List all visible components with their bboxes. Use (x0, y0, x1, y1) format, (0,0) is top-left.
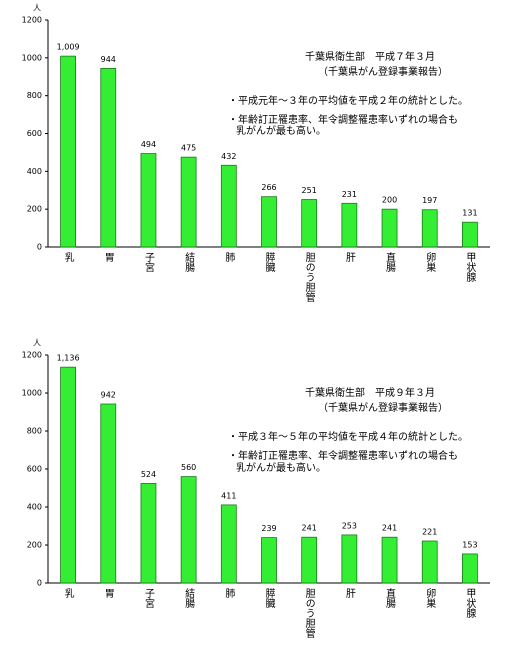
x-tick-label: 胃 (102, 588, 113, 599)
bar (60, 55, 76, 248)
bar (140, 153, 157, 248)
y-tick-label: 600 (27, 465, 42, 474)
value-label: 1,136 (57, 354, 80, 363)
y-tick-label: 1000 (22, 53, 42, 62)
y-tick-label: 600 (27, 129, 42, 138)
x-tick-label: 子宮 (142, 588, 154, 609)
value-label: 560 (181, 463, 196, 472)
value-label: 231 (342, 190, 357, 199)
bar (421, 540, 438, 584)
bar (462, 553, 478, 584)
x-tick-label: 子宮 (142, 252, 154, 273)
x-tick-label: 胆のう胆管 (303, 252, 315, 303)
value-label: 253 (342, 521, 357, 530)
value-label: 251 (302, 186, 317, 195)
y-tick-label: 400 (27, 167, 42, 176)
value-label: 239 (261, 524, 276, 533)
value-label: 241 (382, 524, 397, 533)
x-tick-label: 膵臓 (263, 252, 275, 273)
annotation: （千葉県がん登録事業報告） (318, 65, 448, 78)
value-label: 131 (462, 209, 477, 218)
y-tick-label: 1000 (22, 389, 42, 398)
annotation: （千葉県がん登録事業報告） (318, 401, 448, 414)
x-tick-label: 卵巣 (424, 252, 436, 273)
x-tick-label: 肺 (223, 252, 235, 263)
bar (261, 537, 277, 584)
annotation: ・平成元年～３年の平均値を平成２年の統計とした。 (228, 94, 468, 107)
value-label: 1,009 (57, 43, 80, 52)
value-label: 266 (261, 183, 276, 192)
bar (341, 202, 358, 248)
bar (341, 534, 358, 584)
value-label: 153 (462, 540, 477, 549)
x-tick-label: 膵臓 (263, 588, 275, 609)
bar (301, 199, 318, 248)
bar (140, 483, 157, 584)
annotation: 千葉県衛生部 平成７年３月 (305, 50, 435, 63)
annotation: 乳がんが最も高い。 (236, 461, 326, 474)
bar (180, 476, 197, 584)
x-tick-label: 結腸 (183, 587, 195, 609)
value-label: 432 (221, 152, 236, 161)
bar (261, 196, 277, 248)
bar (180, 156, 197, 248)
value-label: 524 (141, 470, 156, 479)
y-tick-label: 800 (27, 427, 42, 436)
x-tick-label: 胆のう胆管 (303, 588, 315, 639)
bar (381, 208, 398, 248)
value-label: 944 (101, 55, 116, 64)
y-axis-label: 人 (33, 4, 41, 13)
bar (60, 366, 76, 584)
annotation: 千葉県衛生部 平成９年３月 (305, 386, 435, 399)
bar (462, 221, 478, 248)
value-label: 221 (422, 528, 437, 537)
value-label: 197 (422, 196, 437, 205)
bar (100, 68, 117, 248)
y-tick-label: 200 (27, 541, 42, 550)
y-tick-label: 0 (37, 579, 42, 588)
x-tick-label: 肺 (223, 588, 235, 599)
x-tick-label: 甲状腺 (464, 588, 476, 619)
bar (220, 164, 237, 248)
x-tick-label: 肝 (343, 588, 355, 599)
x-tick-label: 卵巣 (424, 588, 436, 609)
x-tick-label: 乳 (62, 587, 74, 598)
bar (100, 403, 117, 584)
x-tick-label: 直腸 (384, 251, 396, 273)
value-label: 200 (382, 196, 397, 205)
bar (381, 536, 398, 584)
y-tick-label: 200 (27, 205, 42, 214)
value-label: 942 (101, 391, 116, 400)
y-tick-label: 800 (27, 91, 42, 100)
annotation: ・平成３年～５年の平均値を平成４年の統計とした。 (228, 430, 468, 443)
bar (220, 504, 237, 584)
annotation: ・年齢訂正罹患率、年令調整罹患率いずれの場合も (228, 113, 458, 126)
y-tick-label: 400 (27, 503, 42, 512)
x-tick-label: 乳 (62, 251, 74, 262)
annotation: ・年齢訂正罹患率、年令調整罹患率いずれの場合も (228, 449, 458, 462)
x-tick-label: 直腸 (384, 587, 396, 609)
x-tick-label: 胃 (102, 252, 113, 263)
x-tick-label: 結腸 (183, 251, 195, 273)
y-tick-label: 0 (37, 243, 42, 252)
value-label: 475 (181, 144, 196, 153)
x-tick-label: 肝 (343, 252, 355, 263)
value-label: 494 (141, 140, 156, 149)
value-label: 411 (221, 491, 236, 500)
bar (421, 209, 438, 248)
y-axis-label: 人 (33, 339, 41, 348)
y-tick-label: 1200 (22, 351, 42, 360)
y-tick-label: 1200 (22, 16, 42, 25)
annotation: 乳がんが最も高い。 (236, 124, 326, 137)
bar (301, 536, 318, 584)
value-label: 241 (302, 524, 317, 533)
x-tick-label: 甲状腺 (464, 252, 476, 283)
